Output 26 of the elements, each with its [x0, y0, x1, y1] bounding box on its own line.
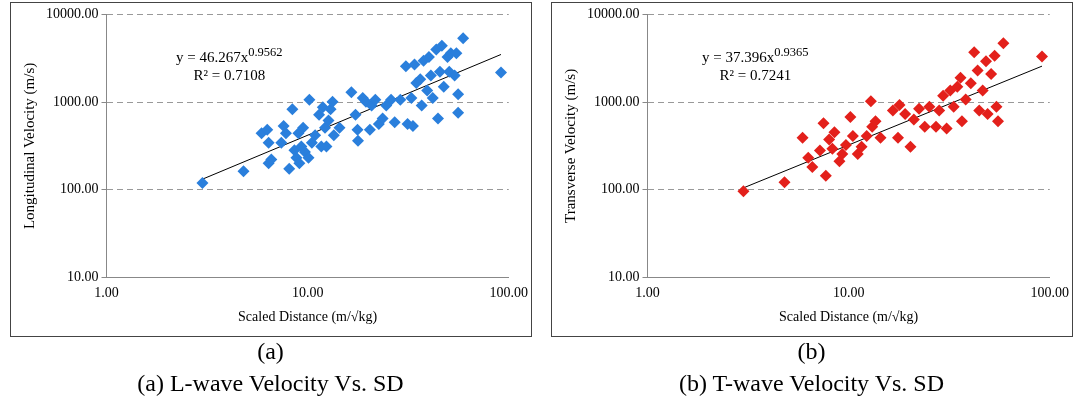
annotation: R² = 0.7241 [718, 66, 793, 84]
y-tick-label: 100.00 [60, 181, 99, 197]
annotation: y = 37.396x$^{0.9365}$ [702, 44, 809, 66]
y-tick-label: 10000.00 [587, 6, 640, 22]
x-tick-label: 10.00 [832, 285, 865, 301]
x-tick-label: 1.00 [635, 285, 660, 301]
x-axis-title: Scaled Distance (m/√kg) [238, 309, 378, 326]
annotation: y = 46.267x$^{0.9562}$ [176, 44, 283, 66]
x-tick-label: 10.00 [291, 285, 324, 301]
y-tick-label: 10.00 [67, 269, 99, 285]
y-tick-label: 1000.00 [53, 93, 99, 109]
y-axis-title: Longitudinal Velocity (m/s) [20, 62, 38, 230]
y-tick-label: 10.00 [608, 269, 640, 285]
x-axis-title: Scaled Distance (m/√kg) [779, 309, 919, 326]
annotation: R² = 0.7108 [192, 66, 267, 84]
y-axis-title: Transverse Velocity (m/s) [561, 68, 579, 223]
text: (b) T-wave Velocity Vs. SD [677, 370, 946, 397]
y-tick-label: 100.00 [601, 181, 640, 197]
x-tick-label: 100.00 [489, 285, 528, 301]
x-tick-label: 100.00 [1030, 285, 1069, 301]
x-tick-label: 1.00 [94, 285, 119, 301]
y-tick-label: 1000.00 [594, 93, 640, 109]
text: (a) L-wave Velocity Vs. SD [136, 370, 405, 397]
text: (b) [796, 338, 827, 365]
text: (a) [256, 338, 285, 365]
y-tick-label: 10000.00 [46, 6, 99, 22]
